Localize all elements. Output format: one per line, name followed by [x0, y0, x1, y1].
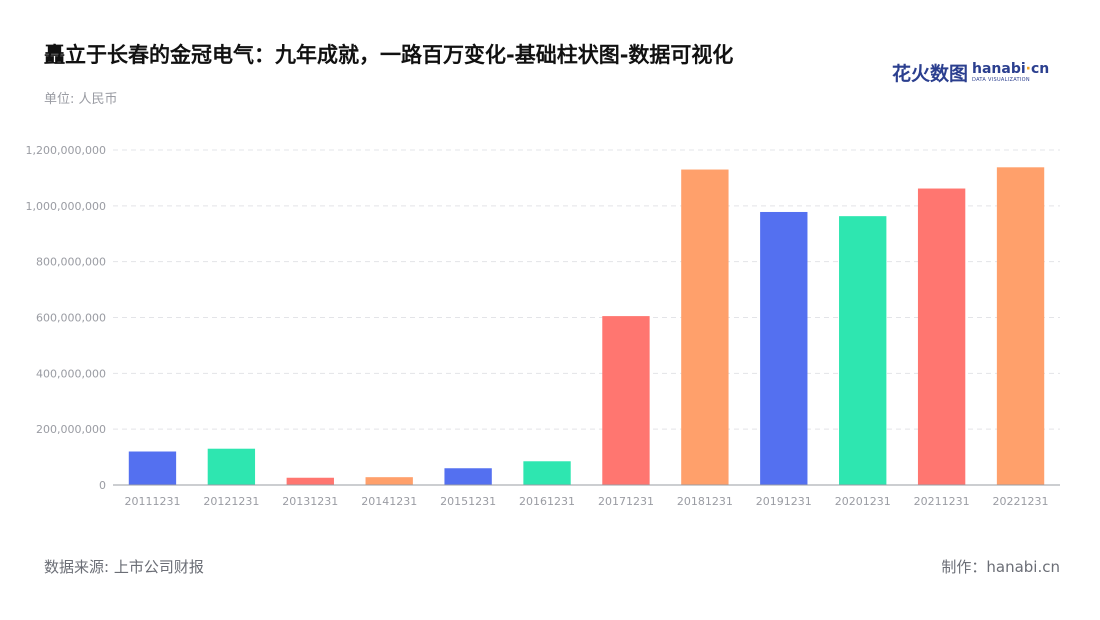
bar-20181231[interactable]: [681, 169, 729, 485]
bar-20201231[interactable]: [839, 216, 887, 485]
y-axis-ticks: 0 200,000,000 400,000,000 600,000,000 800,00…: [26, 144, 106, 492]
data-source: 数据来源: 上市公司财报: [44, 558, 204, 576]
bar-20151231[interactable]: [444, 468, 492, 485]
bar-20211231[interactable]: [917, 188, 966, 485]
bar-20221231[interactable]: [996, 167, 1045, 485]
bar-20171231[interactable]: [602, 316, 650, 485]
x-tick-label: 20171231: [598, 495, 654, 508]
x-tick-label: 20131231: [282, 495, 338, 508]
brand-name-cn: 花火数图: [892, 62, 969, 85]
x-tick-label: 20211231: [914, 495, 970, 508]
chart-title: 矗立于长春的金冠电气：九年成就，一路百万变化-基础柱状图-数据可视化: [44, 43, 734, 67]
x-tick-label: 20221231: [993, 495, 1049, 508]
x-tick-label: 20191231: [756, 495, 812, 508]
y-tick-label: 1,000,000,000: [26, 200, 106, 213]
x-tick-label: 20151231: [440, 495, 496, 508]
x-tick-label: 20141231: [361, 495, 417, 508]
y-tick-label: 200,000,000: [36, 423, 106, 436]
y-tick-label: 0: [99, 479, 106, 492]
bar-20111231[interactable]: [128, 451, 177, 486]
bar-20161231[interactable]: [523, 461, 571, 485]
x-tick-label: 20201231: [835, 495, 891, 508]
y-tick-label: 600,000,000: [36, 312, 106, 325]
x-tick-label: 20111231: [124, 495, 180, 508]
x-tick-label: 20161231: [519, 495, 575, 508]
brand-name-en: hanabi·cn DATA VISUALIZATION: [972, 62, 1049, 83]
y-tick-label: 800,000,000: [36, 256, 106, 269]
x-axis-ticks: 20111231 20121231 20131231 20141231 20151231…: [124, 495, 1048, 508]
brand-en-suffix: cn: [1031, 60, 1050, 77]
brand-en-dot: ·: [1025, 60, 1031, 77]
bar-20121231[interactable]: [207, 448, 256, 485]
bar-20141231[interactable]: [365, 477, 413, 485]
bar-20131231[interactable]: [286, 477, 334, 485]
y-tick-label: 1,200,000,000: [26, 144, 106, 157]
bars: [128, 167, 1045, 486]
x-tick-label: 20121231: [203, 495, 259, 508]
grid-lines: [113, 149, 1060, 430]
brand-tagline: DATA VISUALIZATION: [972, 76, 1030, 83]
y-tick-label: 400,000,000: [36, 367, 106, 380]
unit-label: 单位: 人民币: [44, 92, 118, 107]
brand-en-prefix: hanabi: [972, 60, 1026, 77]
x-tick-label: 20181231: [677, 495, 733, 508]
bar-20191231[interactable]: [760, 211, 808, 485]
made-by: 制作：hanabi.cn: [941, 558, 1060, 576]
brand-logo: 花火数图 hanabi·cn DATA VISUALIZATION: [892, 58, 1049, 86]
